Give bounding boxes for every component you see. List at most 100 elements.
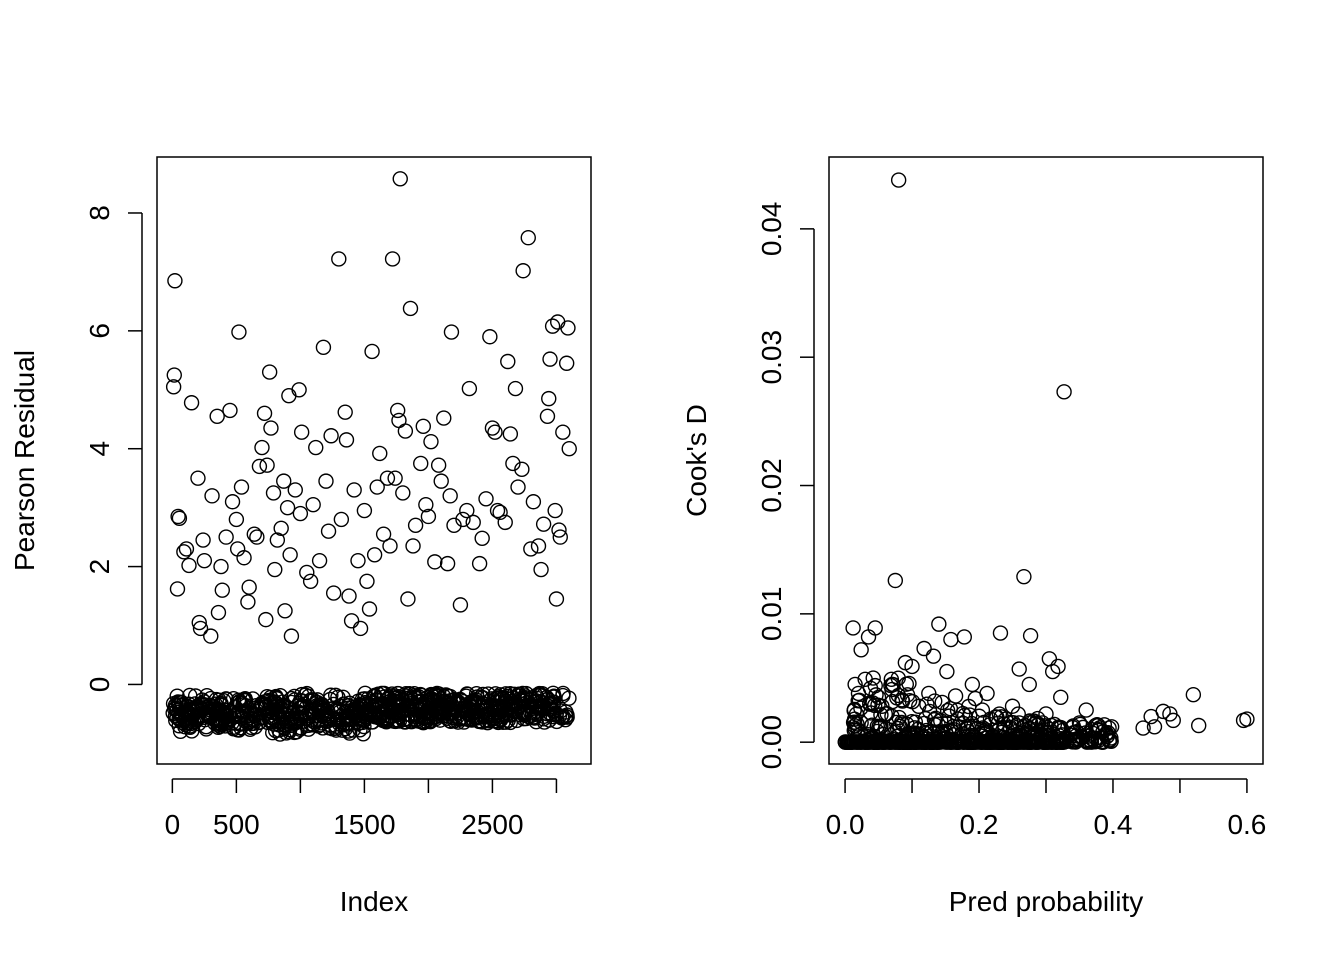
data-point: [921, 685, 937, 702]
data-point: [420, 508, 437, 525]
data-point: [248, 698, 264, 714]
data-point: [865, 670, 881, 686]
data-point: [433, 473, 449, 489]
data-point: [548, 591, 565, 607]
data-point: [982, 732, 999, 749]
data-point: [245, 715, 262, 731]
data-point: [497, 514, 513, 531]
data-point: [507, 380, 524, 397]
y-axis-title: Pearson Residual: [9, 350, 40, 571]
data-point: [210, 604, 227, 621]
data-point: [167, 273, 183, 289]
data-point: [197, 700, 213, 716]
data-point: [236, 550, 252, 566]
data-point: [375, 526, 392, 542]
data-point: [560, 320, 576, 336]
data-point: [218, 529, 234, 545]
data-point: [279, 499, 296, 516]
data-point: [305, 713, 322, 730]
data-point: [323, 428, 339, 444]
data-point: [1185, 687, 1202, 703]
data-point: [1021, 713, 1038, 729]
data-point: [222, 402, 238, 419]
data-point: [382, 708, 398, 724]
data-point: [511, 688, 528, 704]
y-axis-title: Cook's D: [681, 404, 712, 517]
data-point: [312, 717, 329, 733]
data-point: [291, 382, 307, 398]
data-point: [271, 717, 287, 733]
data-point: [283, 628, 300, 644]
data-point: [192, 620, 209, 637]
data-point: [283, 694, 299, 711]
data-point: [541, 390, 557, 407]
data-point: [921, 703, 938, 720]
data-point: [315, 339, 332, 356]
data-point: [555, 687, 571, 704]
data-point: [481, 713, 497, 729]
data-point: [352, 620, 369, 637]
data-point: [530, 538, 547, 554]
data-point: [439, 555, 456, 572]
data-point: [1044, 663, 1061, 680]
data-point: [877, 733, 893, 750]
data-point: [233, 479, 250, 495]
data-point: [1024, 734, 1041, 750]
data-point: [540, 691, 556, 707]
data-point: [397, 423, 414, 439]
data-point: [461, 380, 478, 397]
data-point: [269, 698, 285, 715]
data-point: [410, 688, 427, 705]
data-point: [480, 707, 497, 724]
x-tick-label: 0.0: [826, 809, 865, 840]
y-tick-label: 0.00: [756, 715, 787, 770]
data-point: [525, 494, 542, 510]
data-point: [1039, 724, 1055, 740]
data-point: [382, 538, 398, 554]
data-points: [837, 172, 1255, 750]
data-point: [196, 552, 213, 569]
data-point: [318, 473, 334, 489]
data-point: [379, 691, 396, 707]
data-point: [378, 700, 394, 717]
data-point: [176, 544, 192, 560]
data-point: [962, 707, 978, 723]
data-point: [926, 725, 942, 742]
data-points: [165, 171, 577, 742]
data-point: [258, 611, 274, 628]
data-point: [547, 502, 563, 519]
data-point: [1155, 703, 1171, 720]
data-point: [341, 588, 357, 604]
data-point: [305, 496, 321, 513]
data-point: [502, 426, 519, 442]
data-point: [277, 603, 293, 619]
data-point: [962, 731, 979, 748]
data-point: [1051, 728, 1067, 744]
data-point: [1004, 698, 1021, 714]
y-tick-label: 4: [84, 441, 115, 457]
data-point: [340, 723, 357, 739]
data-point: [534, 701, 551, 717]
data-point: [500, 353, 516, 370]
data-point: [359, 573, 375, 590]
data-point: [241, 579, 257, 595]
data-point: [883, 677, 899, 694]
data-point: [986, 732, 1003, 748]
data-point: [510, 479, 526, 495]
data-point: [224, 494, 241, 510]
data-point: [166, 367, 182, 383]
data-point: [261, 364, 278, 380]
data-point: [251, 458, 268, 475]
data-point: [459, 502, 475, 519]
data-point: [1034, 732, 1050, 749]
data-point: [265, 485, 282, 501]
data-point: [520, 230, 536, 246]
data-point: [916, 640, 932, 657]
data-point: [442, 488, 458, 504]
data-point: [418, 713, 434, 729]
data-point: [165, 695, 182, 712]
data-point: [445, 698, 461, 714]
data-point: [165, 379, 182, 395]
data-point: [322, 712, 338, 728]
